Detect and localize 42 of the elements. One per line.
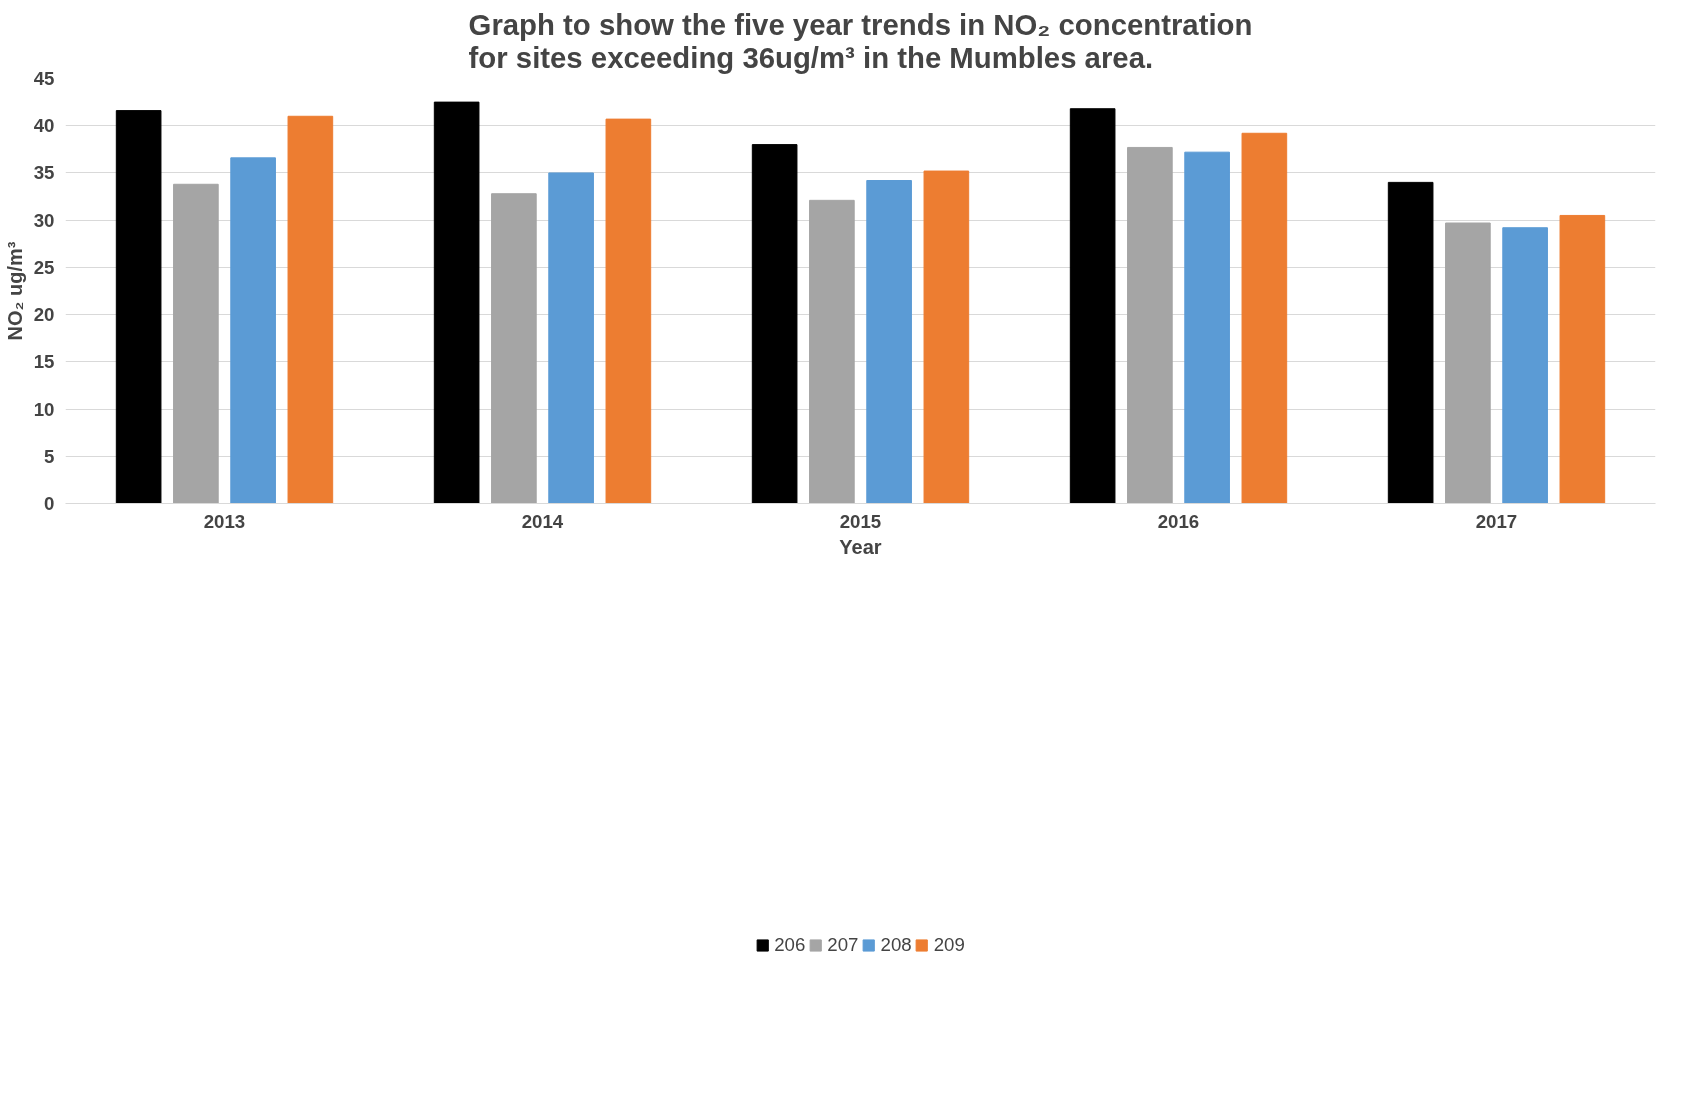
y-tick-label: 20 bbox=[33, 304, 55, 326]
bar bbox=[605, 118, 652, 504]
bar bbox=[115, 110, 162, 504]
x-axis-title: Year bbox=[839, 535, 882, 558]
bar bbox=[923, 170, 970, 504]
y-tick-label: 30 bbox=[33, 209, 55, 231]
bar bbox=[1127, 146, 1173, 504]
y-tick-label: 0 bbox=[44, 493, 55, 514]
legend-label: 207 bbox=[827, 933, 859, 956]
x-tick-label: 2016 bbox=[1157, 510, 1200, 532]
legend-label: 206 bbox=[774, 933, 806, 956]
legend-label: 208 bbox=[880, 933, 912, 956]
y-tick-label: 40 bbox=[33, 115, 55, 137]
bar bbox=[173, 183, 219, 504]
chart-title: Graph to show the five year trends in NO₂ concentration for sites exceeding 36ug/m³ in the Mumbles area. bbox=[468, 7, 1253, 74]
bar bbox=[287, 115, 334, 504]
y-tick-label: 45 bbox=[33, 68, 55, 89]
y-tick-label: 35 bbox=[33, 162, 55, 184]
bar bbox=[230, 157, 276, 504]
legend-label: 209 bbox=[933, 933, 965, 956]
bar bbox=[491, 193, 537, 504]
bar bbox=[1445, 222, 1491, 504]
y-tick-label: 5 bbox=[44, 445, 55, 467]
bar bbox=[1387, 181, 1434, 504]
bar bbox=[1241, 132, 1288, 504]
x-tick-label: 2013 bbox=[203, 510, 246, 532]
bar bbox=[1559, 214, 1606, 504]
y-axis-title: NO₂ ug/m³ bbox=[3, 241, 26, 341]
y-tick-label: 15 bbox=[33, 351, 55, 373]
y-tick-label: 10 bbox=[33, 398, 55, 420]
y-tick-label: 25 bbox=[33, 256, 55, 278]
x-tick-label: 2017 bbox=[1475, 510, 1518, 532]
bar bbox=[866, 180, 912, 504]
bar bbox=[809, 199, 855, 504]
x-tick-label: 2014 bbox=[521, 510, 564, 532]
bar bbox=[433, 101, 480, 504]
x-tick-label: 2015 bbox=[839, 510, 882, 532]
bar bbox=[1502, 227, 1548, 504]
bar bbox=[751, 144, 798, 504]
bar bbox=[1184, 151, 1230, 504]
bar bbox=[548, 172, 594, 504]
bar bbox=[1069, 108, 1116, 504]
